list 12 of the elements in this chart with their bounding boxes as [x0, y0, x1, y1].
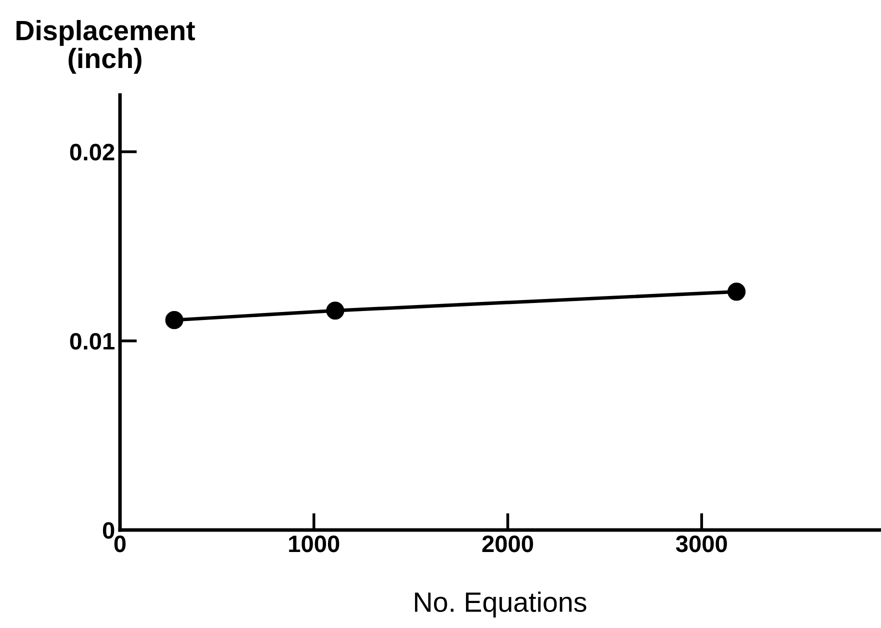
y-tick-label: 0.02: [70, 144, 114, 161]
x-tick-label: 3000: [676, 535, 727, 552]
x-axis-title: No. Equations: [415, 592, 586, 618]
x-tick-label: 2000: [482, 535, 534, 552]
point: [326, 302, 344, 320]
x-tick-label: 1000: [289, 535, 340, 552]
y-tick-label: 0.01: [70, 332, 114, 350]
x-tick-label: 0: [114, 535, 126, 552]
point: [728, 282, 746, 301]
y-tick-label: 0: [102, 522, 114, 539]
point: [165, 311, 184, 330]
y-axis-title: Displacement (inch): [16, 20, 195, 74]
